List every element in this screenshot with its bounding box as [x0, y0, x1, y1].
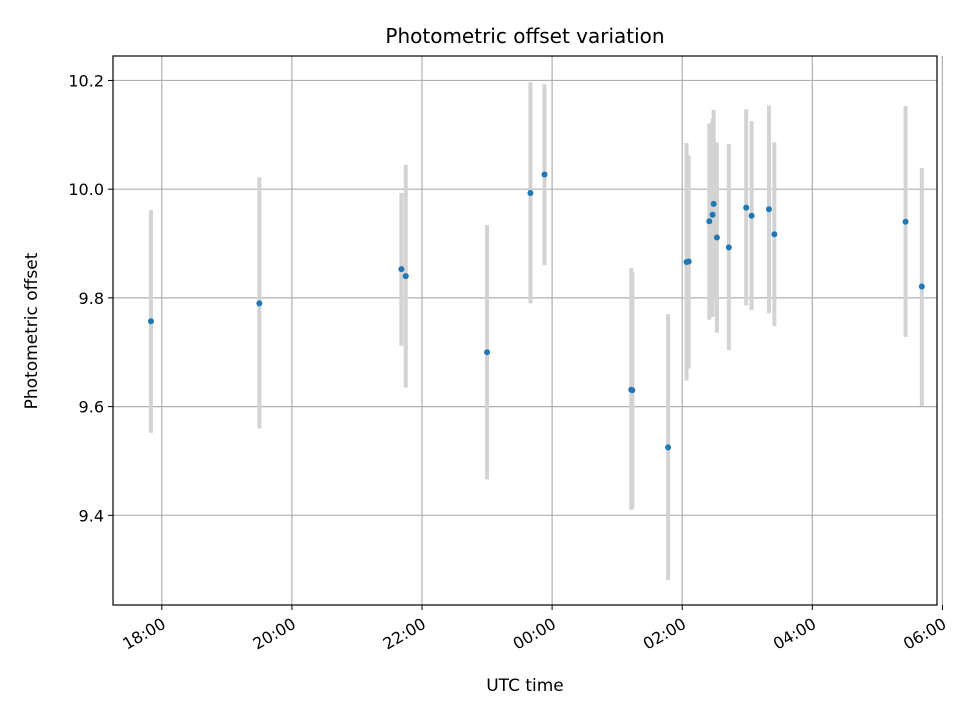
y-tick-label: 9.8: [79, 289, 104, 308]
data-point: [527, 189, 534, 196]
data-point: [147, 318, 154, 325]
data-point: [918, 283, 925, 290]
data-point: [710, 200, 717, 207]
data-point: [541, 171, 548, 178]
data-point: [685, 258, 692, 265]
data-point: [902, 218, 909, 225]
data-point: [713, 234, 720, 241]
plot-frame: [112, 55, 938, 606]
grid-lines: [113, 56, 944, 605]
data-point: [629, 387, 636, 394]
data-point: [771, 231, 778, 238]
y-axis-ticks: 9.4 9.6 9.8 10.0 10.2: [68, 71, 113, 525]
data-points: [147, 171, 925, 451]
data-point: [256, 300, 263, 307]
y-tick-label: 9.4: [79, 506, 104, 525]
x-axis-label: UTC time: [486, 676, 564, 696]
data-point: [484, 349, 491, 356]
data-point: [402, 273, 409, 280]
y-tick-label: 10.2: [68, 71, 104, 90]
y-axis-label: Photometric offset: [22, 252, 42, 409]
chart-title: Photometric offset variation: [385, 24, 664, 48]
data-point: [748, 212, 755, 219]
data-point: [706, 218, 713, 225]
data-point: [398, 266, 405, 273]
data-point: [765, 206, 772, 213]
data-point: [665, 444, 672, 451]
data-point: [725, 244, 732, 251]
data-point: [743, 204, 750, 211]
y-tick-label: 10.0: [68, 180, 104, 199]
data-point: [709, 211, 716, 218]
y-tick-label: 9.6: [79, 398, 104, 417]
